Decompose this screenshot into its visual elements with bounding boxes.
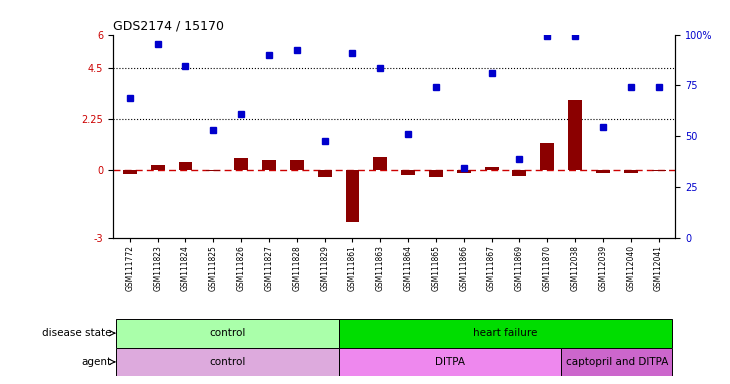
Text: agent: agent <box>82 357 112 367</box>
Text: captopril and DITPA: captopril and DITPA <box>566 357 668 367</box>
Text: control: control <box>209 328 245 338</box>
Bar <box>262 160 276 170</box>
Bar <box>596 170 610 172</box>
Bar <box>373 157 387 170</box>
Bar <box>485 167 499 170</box>
Bar <box>457 170 471 172</box>
Bar <box>234 158 248 170</box>
Bar <box>150 165 165 170</box>
Text: DITPA: DITPA <box>435 357 465 367</box>
Bar <box>207 170 220 171</box>
Bar <box>339 348 561 376</box>
Bar <box>561 348 672 376</box>
Bar <box>512 170 526 176</box>
Bar <box>540 143 554 170</box>
Text: GDS2174 / 15170: GDS2174 / 15170 <box>113 19 224 32</box>
Bar <box>318 170 331 177</box>
Bar <box>179 162 193 170</box>
Bar <box>123 170 137 174</box>
Bar <box>652 170 666 171</box>
Text: control: control <box>209 357 245 367</box>
Bar <box>568 100 582 170</box>
Bar <box>623 170 638 172</box>
Text: disease state: disease state <box>42 328 112 338</box>
Bar <box>429 170 443 177</box>
Bar <box>290 160 304 170</box>
Bar <box>116 348 339 376</box>
Bar <box>339 319 672 348</box>
Bar <box>402 170 415 175</box>
Bar <box>116 319 339 348</box>
Text: heart failure: heart failure <box>473 328 538 338</box>
Bar <box>345 170 359 222</box>
